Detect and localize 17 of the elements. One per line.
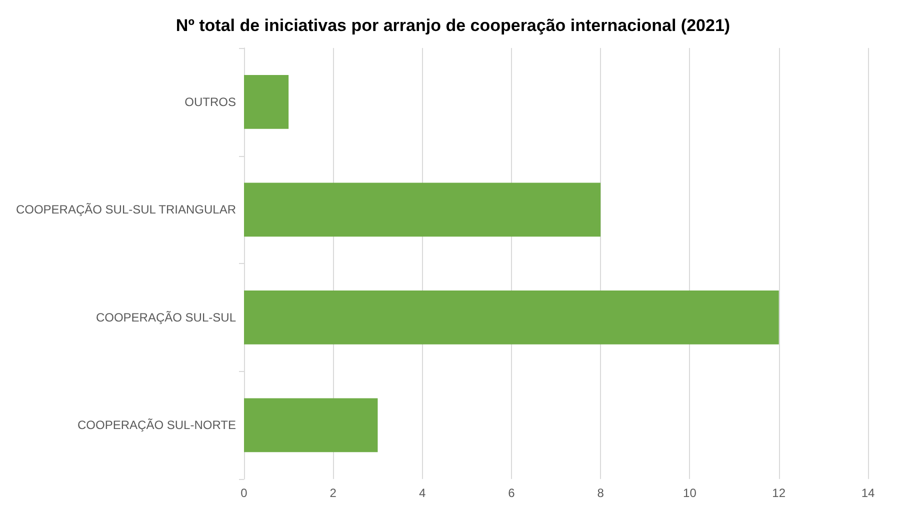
x-tick-label: 8: [597, 486, 604, 500]
bar: [244, 182, 601, 237]
chart-title: Nº total de iniciativas por arranjo de cooperação internacional (2021): [176, 16, 730, 35]
x-tick-label: 14: [861, 486, 875, 500]
x-tick-label: 2: [330, 486, 337, 500]
y-tick-label: OUTROS: [184, 94, 236, 109]
x-tick-label: 10: [683, 486, 697, 500]
y-tick-label: COOPERAÇÃO SUL-SUL TRIANGULAR: [16, 202, 236, 217]
bar: [244, 398, 378, 452]
x-tick-label: 4: [418, 486, 426, 500]
bar: [244, 290, 779, 344]
y-tick-label: COOPERAÇÃO SUL-SUL: [96, 310, 236, 324]
x-tick-label: 12: [772, 486, 786, 500]
y-tick-label: COOPERAÇÃO SUL-NORTE: [78, 418, 236, 432]
bar: [244, 74, 289, 129]
x-tick-label: 6: [508, 486, 516, 500]
x-tick-label: 0: [240, 486, 248, 500]
